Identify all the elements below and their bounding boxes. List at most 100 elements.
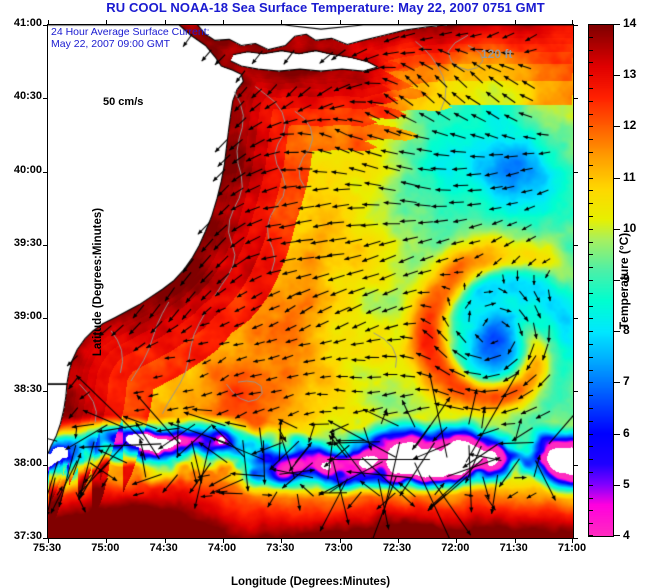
y-axis-tick xyxy=(43,244,48,246)
x-axis-tick-label: 74:30 xyxy=(149,542,178,554)
y-axis-tick-label: 38:00 xyxy=(13,456,42,469)
colorbar-minor-tick xyxy=(588,306,593,307)
x-axis-tick-top xyxy=(339,20,341,25)
y-axis-tick-right xyxy=(573,171,578,173)
y-axis-tick-right xyxy=(573,244,578,246)
colorbar-tick-label: 6 xyxy=(623,426,630,440)
colorbar-title: Temperature (°C) xyxy=(617,232,631,329)
colorbar-tick xyxy=(614,280,620,281)
y-axis-tick-right xyxy=(573,98,578,100)
colorbar-minor-tick xyxy=(588,114,593,115)
colorbar-tick xyxy=(614,75,620,76)
colorbar-tick-inner xyxy=(588,331,593,332)
colorbar-minor-tick xyxy=(588,498,593,499)
colorbar-tick xyxy=(614,24,620,25)
current-annotation: 24 Hour Average Surface Current: May 22,… xyxy=(51,26,210,50)
colorbar-tick-inner xyxy=(588,280,593,281)
x-axis-tick-top xyxy=(223,20,224,25)
colorbar-minor-tick xyxy=(588,203,593,204)
x-axis-tick-top xyxy=(572,20,573,25)
colorbar-tick-inner xyxy=(588,24,593,25)
colorbar-minor-tick xyxy=(588,395,593,396)
current-annotation-line2: May 22, 2007 09:00 GMT xyxy=(51,38,171,50)
x-axis-tick xyxy=(514,538,516,543)
x-axis-tick xyxy=(572,538,573,543)
y-axis-tick-label: 39:00 xyxy=(13,310,42,323)
x-axis-tick-label: 71:00 xyxy=(557,542,587,554)
x-axis-tick-label: 72:00 xyxy=(441,542,470,554)
x-axis-tick-top xyxy=(106,20,108,25)
x-axis-tick-label: 74:00 xyxy=(207,542,237,554)
colorbar-tick-inner xyxy=(588,75,593,76)
colorbar-minor-tick xyxy=(588,254,593,255)
y-axis-tick-right xyxy=(573,391,578,393)
x-axis-tick xyxy=(48,538,49,543)
x-axis-tick xyxy=(456,538,458,543)
x-axis-title: Longitude (Degrees:Minutes) xyxy=(230,576,391,588)
colorbar-minor-tick xyxy=(588,421,593,422)
x-axis-tick-label: 71:30 xyxy=(499,542,528,554)
colorbar-tick xyxy=(614,382,620,383)
x-axis-tick-top xyxy=(514,20,516,25)
sst-field-canvas xyxy=(48,25,573,538)
x-axis-tick-label: 73:30 xyxy=(266,542,295,554)
colorbar-tick-label: 8 xyxy=(623,323,630,337)
y-axis-title: Latitude (Degrees:Minutes) xyxy=(92,207,105,356)
colorbar: 14 13 12 11 10 9 8 7 6 5 4 xyxy=(588,16,636,542)
x-axis-tick xyxy=(223,538,224,543)
colorbar-tick-inner xyxy=(588,382,593,383)
colorbar-minor-tick xyxy=(588,344,593,345)
colorbar-minor-tick xyxy=(588,357,593,358)
y-axis-tick xyxy=(43,318,48,320)
colorbar-tick-label: 9 xyxy=(623,272,630,286)
colorbar-tick-inner xyxy=(588,126,593,127)
colorbar-minor-tick xyxy=(588,216,593,217)
x-axis-tick-top xyxy=(281,20,283,25)
colorbar-minor-tick xyxy=(588,293,593,294)
colorbar-minor-tick xyxy=(588,267,593,268)
y-axis-tick xyxy=(43,538,48,539)
colorbar-tick-label: 14 xyxy=(623,16,637,30)
colorbar-tick xyxy=(614,178,620,179)
x-axis-tick xyxy=(339,538,341,543)
y-axis-tick-right xyxy=(573,25,578,26)
colorbar-tick-label: 10 xyxy=(623,221,637,235)
colorbar-minor-tick xyxy=(588,101,593,102)
y-axis-tick xyxy=(43,171,48,173)
colorbar-tick-inner xyxy=(588,434,593,435)
colorbar-minor-tick xyxy=(588,318,593,319)
y-axis-tick-right xyxy=(573,318,578,320)
colorbar-minor-tick xyxy=(588,139,593,140)
colorbar-minor-tick xyxy=(588,152,593,153)
y-axis-tick xyxy=(43,98,48,100)
colorbar-minor-tick xyxy=(588,50,593,51)
colorbar-tick xyxy=(614,229,620,230)
colorbar-title-wrap: Temperature (°C) xyxy=(614,24,634,537)
colorbar-tick-inner xyxy=(588,178,593,179)
y-axis-tick xyxy=(43,25,48,26)
x-axis-tick-top xyxy=(48,20,49,25)
x-axis-tick-label: 73:00 xyxy=(324,542,353,554)
x-axis-tick xyxy=(281,538,283,543)
colorbar-minor-tick xyxy=(588,37,593,38)
colorbar-minor-tick xyxy=(588,165,593,166)
y-axis-tick-right xyxy=(573,538,578,539)
y-axis-tick-right xyxy=(573,464,578,466)
x-axis-tick-top xyxy=(164,20,166,25)
colorbar-minor-tick xyxy=(588,523,593,524)
colorbar-tick xyxy=(614,331,620,332)
colorbar-minor-tick xyxy=(588,62,593,63)
velocity-scale-label: 50 cm/s xyxy=(103,96,144,108)
x-axis-tick xyxy=(398,538,399,543)
colorbar-tick xyxy=(614,485,620,486)
y-axis-tick xyxy=(43,391,48,393)
colorbar-tick xyxy=(614,535,620,536)
colorbar-tick xyxy=(614,126,620,127)
colorbar-minor-tick xyxy=(588,472,593,473)
colorbar-minor-tick xyxy=(588,370,593,371)
y-axis-tick-label: 37:30 xyxy=(13,530,42,542)
y-axis-tick-label: 40:00 xyxy=(13,163,42,176)
x-axis-tick-label: 75:00 xyxy=(91,542,120,554)
colorbar-tick-label: 13 xyxy=(623,67,637,81)
colorbar-tick-inner xyxy=(588,229,593,230)
